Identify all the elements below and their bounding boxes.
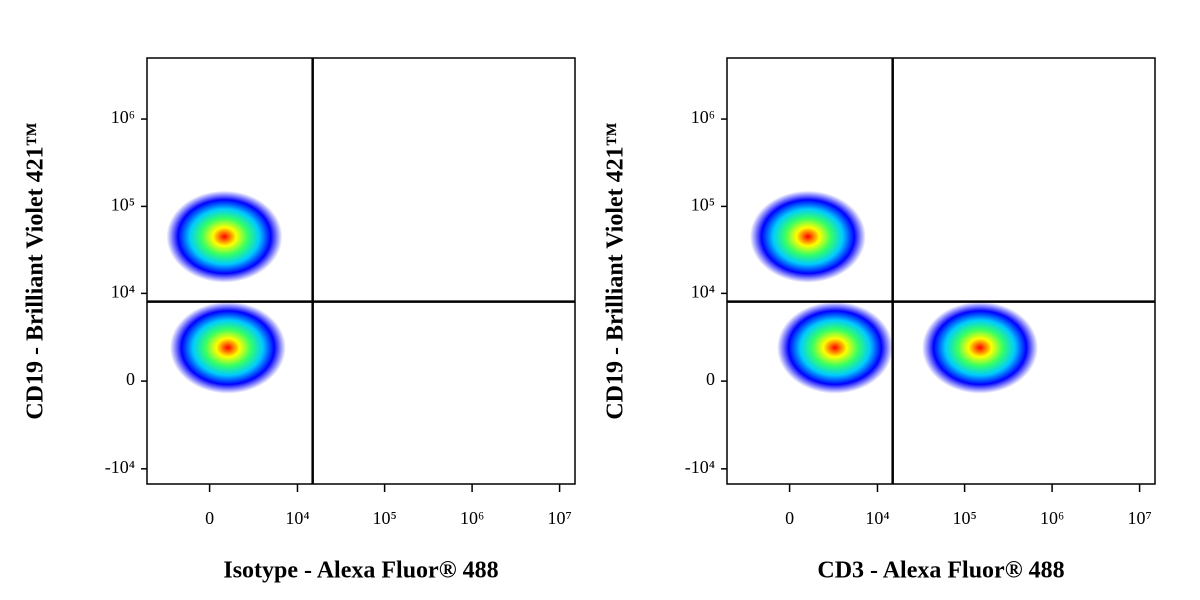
x-tick-label: 10⁵ [952,508,976,528]
x-axis-label: CD3 - Alexa Fluor® 488 [817,558,1064,584]
x-tick-label: 10⁵ [372,508,396,528]
x-tick-label: 0 [785,508,794,528]
plot-frame [146,57,576,485]
x-tick-label: 10⁴ [865,508,889,528]
x-tick-label: 10⁶ [460,508,484,528]
event-population [749,190,866,283]
x-tick-label: 10⁷ [1127,508,1151,528]
event-population [169,301,286,394]
y-tick-label: 0 [706,369,715,389]
y-tick-label: 10⁵ [111,195,135,215]
plot-frame [726,57,1156,485]
x-tick-label: 10⁷ [547,508,571,528]
y-tick-label: 10⁵ [691,195,715,215]
y-tick-label: 0 [126,369,135,389]
event-population [166,190,283,283]
x-tick-label: 10⁴ [285,508,309,528]
x-tick-label: 10⁶ [1040,508,1064,528]
y-axis-label: CD19 - Brilliant Violet 421™ [603,122,629,419]
y-tick-label: -10⁴ [685,457,715,477]
event-population [776,301,893,394]
event-population [922,301,1039,394]
y-tick-label: 10⁴ [691,282,715,302]
y-tick-label: 10⁶ [691,107,715,127]
y-axis-label: CD19 - Brilliant Violet 421™ [23,122,49,419]
y-tick-label: 10⁴ [111,282,135,302]
x-tick-label: 0 [205,508,214,528]
x-axis-label: Isotype - Alexa Fluor® 488 [223,558,498,584]
y-tick-label: 10⁶ [111,107,135,127]
y-tick-label: -10⁴ [105,457,135,477]
